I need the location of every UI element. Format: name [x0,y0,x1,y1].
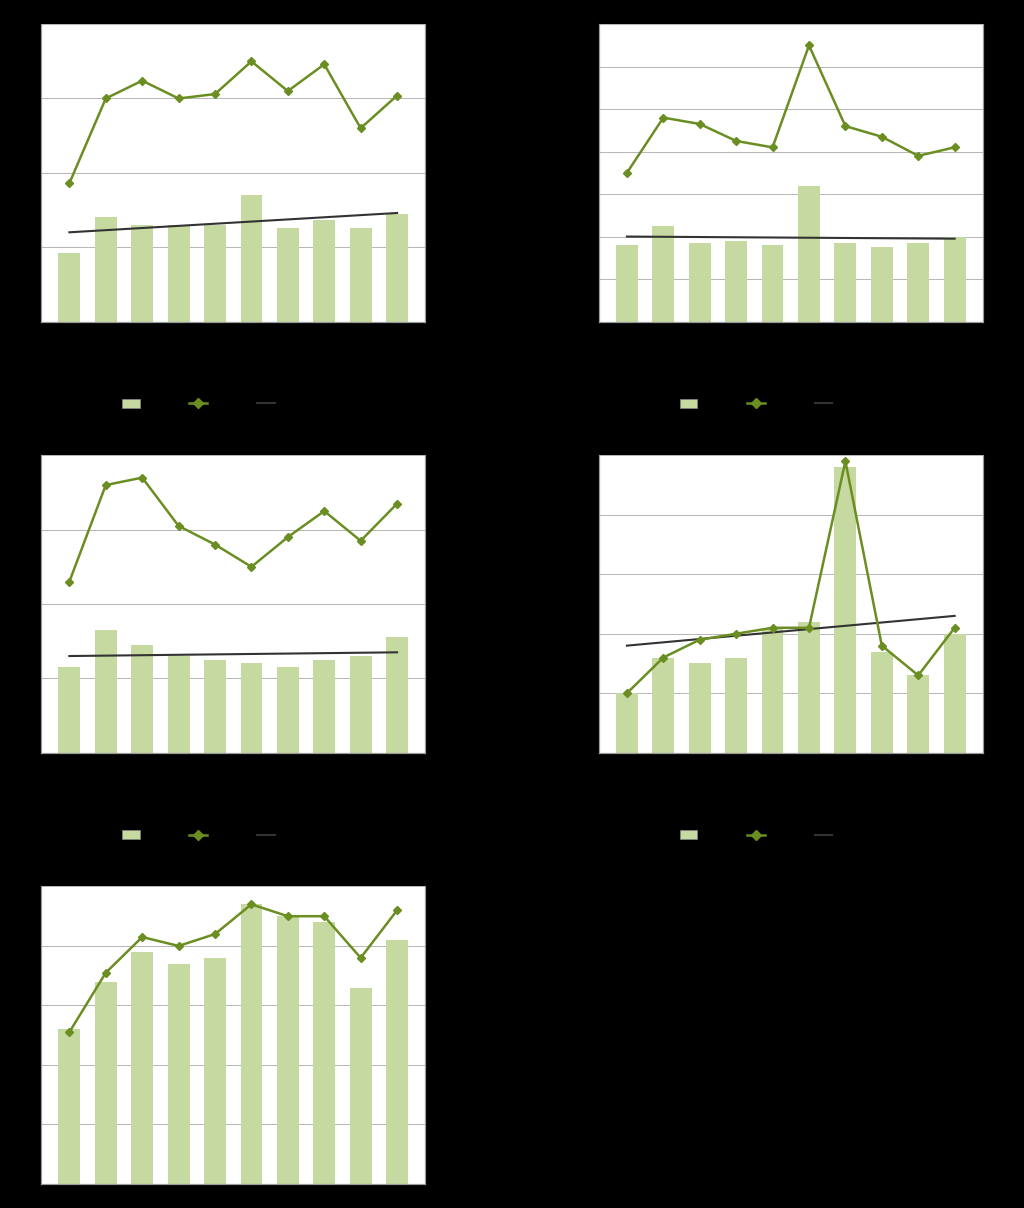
Legend: kg/d, mg/l, Lin. (kg/d): kg/d, mg/l, Lin. (kg/d) [675,393,906,416]
Bar [652,657,674,753]
Bar [689,663,711,753]
Y-axis label: kg/d: kg/d [555,157,568,188]
Bar [386,940,408,1184]
Bar [131,952,154,1184]
Bar [835,467,856,753]
Y-axis label: mg/l: mg/l [456,588,469,620]
Bar [652,226,674,321]
Bar [241,905,262,1184]
Bar [58,254,80,321]
Bar [313,220,335,321]
Bar [689,243,711,321]
Legend: kg/d, mg/l, Lin. (kg/d): kg/d, mg/l, Lin. (kg/d) [118,393,349,416]
Bar [95,217,117,321]
Bar [131,225,154,321]
Bar [870,248,893,321]
Title: Typpi (tuleva): Typpi (tuleva) [169,435,298,452]
Y-axis label: mg/l: mg/l [1013,157,1024,188]
Y-axis label: mg/l: mg/l [1021,588,1024,620]
Title: BOD$_7$ (tuleva): BOD$_7$ (tuleva) [169,1,298,22]
Bar [944,237,966,321]
Bar [762,628,783,753]
Legend: kg/d, mg/l, Lin. (kg/d): kg/d, mg/l, Lin. (kg/d) [118,824,349,847]
Bar [241,196,262,321]
Bar [95,982,117,1184]
Title: Kiintoaine (tuleva): Kiintoaine (tuleva) [703,435,879,452]
Bar [386,638,408,753]
Bar [386,215,408,321]
Y-axis label: kg/d: kg/d [0,157,3,188]
Bar [168,225,189,321]
Bar [835,243,856,321]
Y-axis label: mg/l: mg/l [463,157,477,188]
Bar [313,660,335,753]
Bar [616,245,638,321]
Bar [350,988,372,1184]
Bar [944,634,966,753]
Bar [798,622,820,753]
Bar [276,667,299,753]
Bar [204,660,226,753]
Bar [58,1029,80,1184]
Y-axis label: kg/d: kg/d [0,1020,3,1051]
Y-axis label: kg/d: kg/d [0,588,11,620]
Y-axis label: mg/l: mg/l [464,1020,477,1051]
Bar [616,693,638,753]
Bar [870,651,893,753]
Bar [350,656,372,753]
Bar [725,240,748,321]
Bar [762,245,783,321]
Bar [276,916,299,1184]
Title: COD$_{Cr}$ (tuleva): COD$_{Cr}$ (tuleva) [166,864,300,884]
Bar [725,657,748,753]
Bar [276,228,299,321]
Bar [168,656,189,753]
Legend: kg/d, mg/l, Lin. (kg/d): kg/d, mg/l, Lin. (kg/d) [675,824,906,847]
Bar [204,958,226,1184]
Y-axis label: kg/d: kg/d [547,588,561,620]
Title: Kok. P (tuleva): Kok. P (tuleva) [721,4,860,22]
Bar [95,631,117,753]
Bar [241,663,262,753]
Bar [168,964,189,1184]
Bar [58,667,80,753]
Bar [798,186,820,321]
Bar [907,243,929,321]
Bar [907,675,929,753]
Bar [350,228,372,321]
Bar [313,922,335,1184]
Bar [204,225,226,321]
Bar [131,645,154,753]
